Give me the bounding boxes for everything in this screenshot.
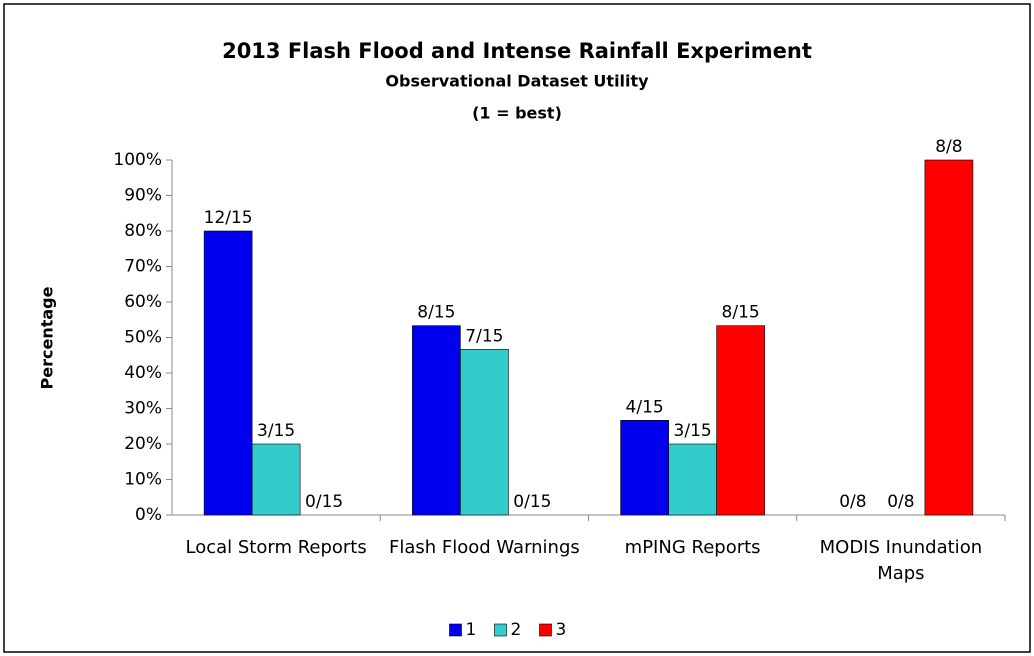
y-tick-label: 40% <box>124 363 162 383</box>
bar <box>412 325 461 516</box>
y-tick-label: 100% <box>113 150 162 170</box>
data-label: 0/15 <box>513 492 551 512</box>
legend-swatch <box>539 623 552 637</box>
legend-swatch <box>494 623 507 637</box>
data-label: 3/15 <box>674 421 712 441</box>
y-tick-label: 60% <box>124 292 162 312</box>
bar <box>203 230 253 516</box>
legend-swatch <box>449 623 462 637</box>
y-tick-label: 20% <box>124 434 162 454</box>
y-tick-label: 70% <box>124 257 162 277</box>
chart-title: 2013 Flash Flood and Intense Rainfall Ex… <box>222 39 812 63</box>
y-axis-label: Percentage <box>38 286 57 389</box>
y-tick-label: 0% <box>135 505 162 525</box>
x-tick-label: mPING Reports <box>624 537 761 558</box>
data-label: 7/15 <box>465 326 503 346</box>
data-label: 0/8 <box>839 492 866 512</box>
legend-label: 2 <box>511 620 522 640</box>
chart-note: (1 = best) <box>472 104 562 123</box>
data-label: 0/15 <box>305 492 343 512</box>
data-label: 8/15 <box>722 303 760 323</box>
y-tick-label: 80% <box>124 221 162 241</box>
x-tick-label: Flash Flood Warnings <box>388 537 580 558</box>
data-label: 0/8 <box>887 492 914 512</box>
y-tick-label: 90% <box>124 186 162 206</box>
data-label: 12/15 <box>204 208 253 228</box>
y-tick-label: 10% <box>124 470 162 490</box>
chart-border <box>3 3 1031 653</box>
data-label: 8/8 <box>935 137 962 157</box>
bar <box>716 325 765 516</box>
x-tick-label: MODIS Inundation Maps <box>819 537 983 584</box>
data-label: 3/15 <box>257 421 295 441</box>
data-label: 8/15 <box>417 303 455 323</box>
data-label: 4/15 <box>626 397 664 417</box>
bar <box>620 420 669 516</box>
bar <box>668 443 717 516</box>
y-tick-label: 30% <box>124 399 162 419</box>
bar <box>460 349 509 516</box>
legend-label: 3 <box>556 620 567 640</box>
chart-subtitle: Observational Dataset Utility <box>385 72 649 91</box>
bar <box>924 159 974 516</box>
legend-label: 1 <box>466 620 477 640</box>
bar <box>251 443 301 516</box>
y-tick-label: 50% <box>124 328 162 348</box>
x-tick-label: Local Storm Reports <box>185 537 367 558</box>
